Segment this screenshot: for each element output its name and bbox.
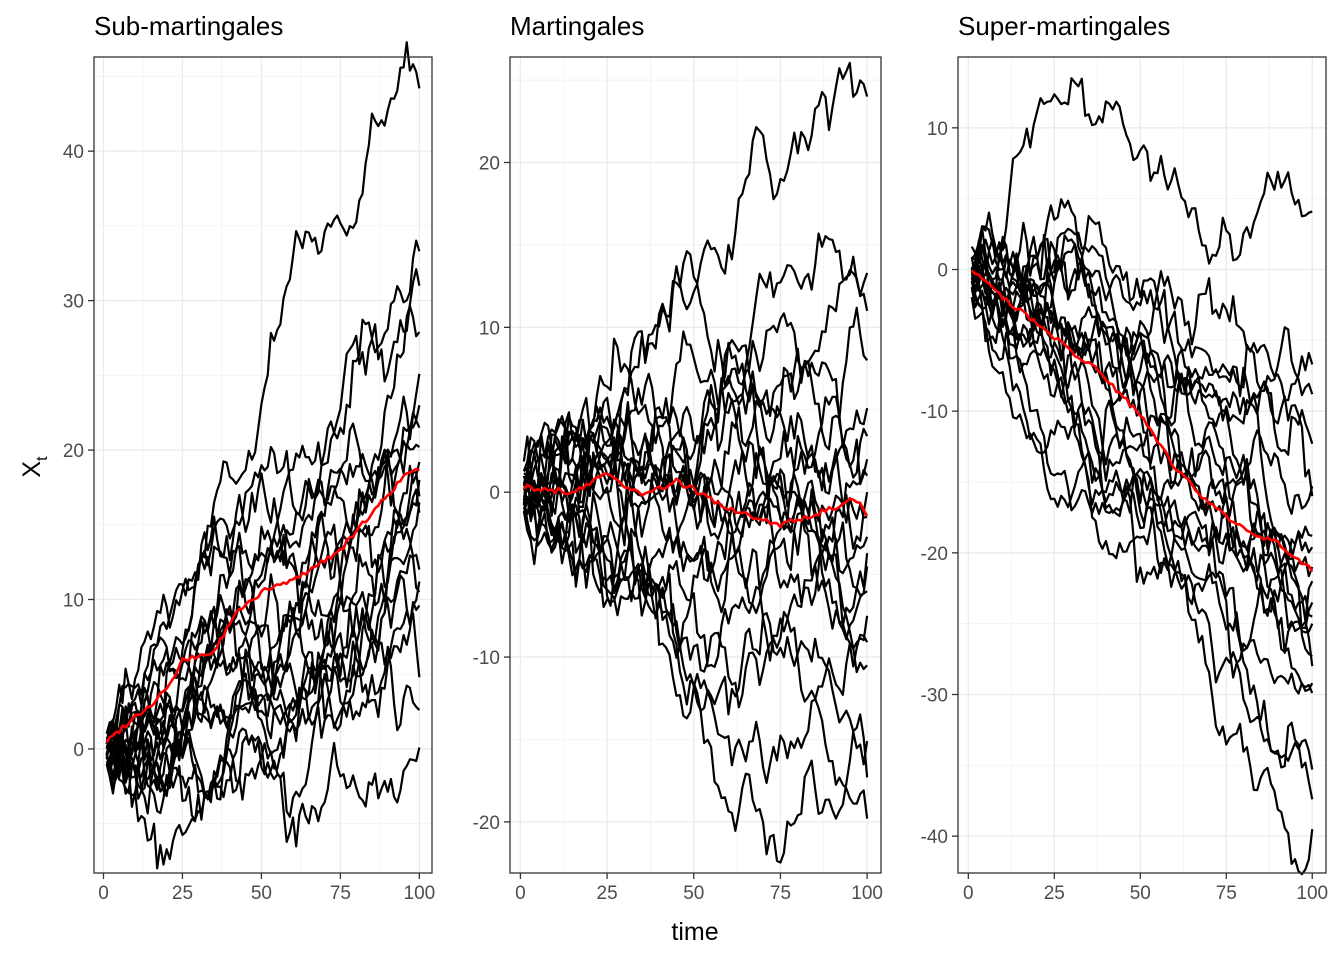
sample-path <box>970 262 1314 800</box>
x-tick-label: 0 <box>963 883 974 904</box>
mean-line <box>105 467 420 744</box>
sample-path <box>105 573 421 763</box>
sample-path <box>105 462 421 765</box>
svg-text:Xt: Xt <box>18 456 51 478</box>
y-axis-title-subscript: t <box>34 456 51 461</box>
mean-path <box>522 472 869 529</box>
sample-path <box>522 445 869 819</box>
y-tick-label: 0 <box>73 740 84 761</box>
y-tick-label: -30 <box>921 686 948 707</box>
panel-super-martingales: Super-martingales 0 25 50 75 100-40-30-20-10… <box>921 11 1329 904</box>
panel-border <box>509 56 882 874</box>
sample-path <box>522 341 869 512</box>
sample-path <box>522 430 869 785</box>
sample-path <box>522 381 869 550</box>
panel-title: Martingales <box>510 11 644 41</box>
sample-path <box>970 286 1314 417</box>
sample-path <box>105 268 421 767</box>
mean-line <box>522 472 869 529</box>
sample-path <box>522 435 869 778</box>
y-tick-label: 10 <box>479 318 500 339</box>
y-tick-label: -10 <box>921 402 948 423</box>
y-tick-label: -10 <box>473 648 500 669</box>
sample-path <box>971 287 1314 667</box>
y-tick-label: 10 <box>927 119 948 140</box>
panel-martingales: Martingales 0 25 50 75 100 -20 -10 0 10 20 <box>473 11 883 904</box>
sample-path <box>105 554 421 781</box>
x-tick-label: 75 <box>330 883 351 904</box>
sample-path <box>522 337 869 650</box>
y-tick-label: -40 <box>921 827 948 848</box>
panel-axes: 0 25 50 75 100 -20 -10 0 10 20 <box>473 56 883 904</box>
x-tick-label: 0 <box>98 883 109 904</box>
sample-path <box>523 418 869 652</box>
sample-path <box>970 227 1314 694</box>
y-tick-label: 30 <box>63 292 84 313</box>
y-axis-title-main: X <box>18 461 46 478</box>
sample-path <box>970 296 1314 578</box>
sample-path <box>522 400 868 615</box>
sample-path <box>970 235 1314 497</box>
sample-path <box>971 269 1313 618</box>
x-tick-label: 50 <box>683 883 704 904</box>
panel-sub-martingales: Sub-martingales 0 25 50 75 100 0 10 20 30 40 <box>63 11 435 904</box>
sample-path <box>970 225 1314 876</box>
x-tick-label: 0 <box>515 883 526 904</box>
x-tick-label: 100 <box>851 883 883 904</box>
y-tick-label: 40 <box>63 142 84 163</box>
panel-border <box>957 56 1327 874</box>
y-tick-label: 0 <box>489 483 500 504</box>
panel-border <box>93 56 433 874</box>
y-tick-label: 10 <box>63 591 84 612</box>
x-tick-label: 75 <box>1216 883 1237 904</box>
sample-path <box>522 436 868 674</box>
mean-path <box>105 467 420 744</box>
sample-path <box>522 429 868 628</box>
x-tick-label: 50 <box>1130 883 1151 904</box>
panel-axes: 0 25 50 75 100 0 10 20 30 40 <box>63 56 436 904</box>
y-axis-title: Xt <box>18 456 51 478</box>
x-tick-label: 100 <box>1296 883 1328 904</box>
panel-axes: 0 25 50 75 100 -40 -30 -20 -10 0 10 <box>921 56 1328 904</box>
y-tick-label: -20 <box>921 544 948 565</box>
mean-path <box>970 269 1314 573</box>
y-tick-label: 0 <box>937 261 948 282</box>
sample-path <box>970 256 1314 770</box>
x-axis-title: time <box>671 918 718 946</box>
x-tick-label: 25 <box>597 883 618 904</box>
sample-path <box>970 77 1313 277</box>
sample-path <box>106 488 421 753</box>
y-tick-label: 20 <box>63 441 84 462</box>
sample-path <box>105 471 421 815</box>
sample-paths <box>105 41 421 870</box>
x-tick-label: 100 <box>404 883 436 904</box>
sample-path <box>105 523 421 797</box>
sample-path <box>105 41 421 767</box>
panel-grid <box>958 57 1326 873</box>
sample-path <box>105 404 421 759</box>
sample-path <box>106 461 421 815</box>
y-tick-label: -20 <box>473 813 500 834</box>
y-tick-label: 20 <box>479 154 500 175</box>
x-tick-label: 75 <box>770 883 791 904</box>
panel-title: Super-martingales <box>958 11 1170 41</box>
x-tick-label: 25 <box>1044 883 1065 904</box>
mean-line <box>970 269 1314 573</box>
x-tick-label: 50 <box>251 883 272 904</box>
panel-title: Sub-martingales <box>94 11 283 41</box>
sample-paths <box>970 77 1314 876</box>
x-tick-label: 25 <box>172 883 193 904</box>
